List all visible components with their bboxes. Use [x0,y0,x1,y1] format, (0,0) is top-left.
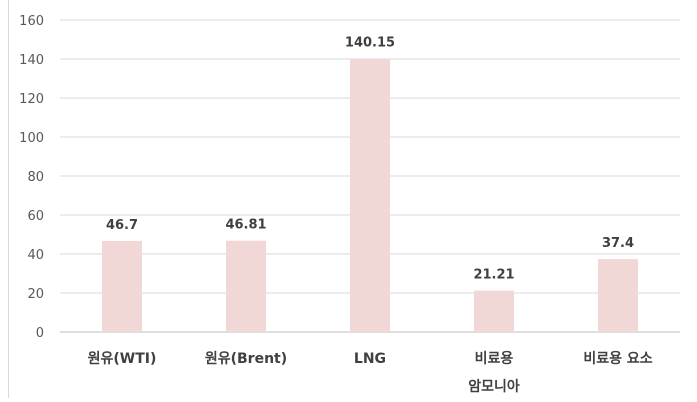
y-tick-label: 0 [36,326,44,341]
x-axis-categories: 원유(WTI) 원유(Brent) LNG 비료용 암모니아 비료용 요소 [88,351,653,395]
y-tick-label: 40 [27,248,44,263]
bar [350,58,390,333]
y-tick-label: 60 [27,209,44,224]
bar [598,259,638,332]
x-category-label: 비료용 요소 [583,351,652,367]
data-label: 46.81 [225,218,266,233]
data-label: 46.7 [106,218,138,233]
bar [474,290,514,332]
x-category-label: LNG [354,351,386,367]
data-label: 37.4 [602,236,634,251]
y-tick-label: 120 [19,92,44,107]
bar [102,240,142,332]
data-label: 140.15 [345,36,395,51]
chart-frame-line [8,0,9,398]
bar [226,240,266,332]
data-label: 21.21 [473,268,514,283]
data-labels: 46.7 46.81 140.15 21.21 37.4 [106,36,634,283]
y-tick-label: 140 [19,53,44,68]
y-axis: 0 20 40 60 80 100 120 140 160 [19,14,44,341]
x-category-label: 원유(WTI) [88,351,157,367]
x-category-label: 비료용 암모니아 [468,351,520,395]
y-tick-label: 20 [27,287,44,302]
x-category-label: 원유(Brent) [205,351,287,367]
y-tick-label: 80 [27,170,44,185]
bars [102,58,638,333]
y-tick-label: 100 [19,131,44,146]
y-tick-label: 160 [19,14,44,29]
